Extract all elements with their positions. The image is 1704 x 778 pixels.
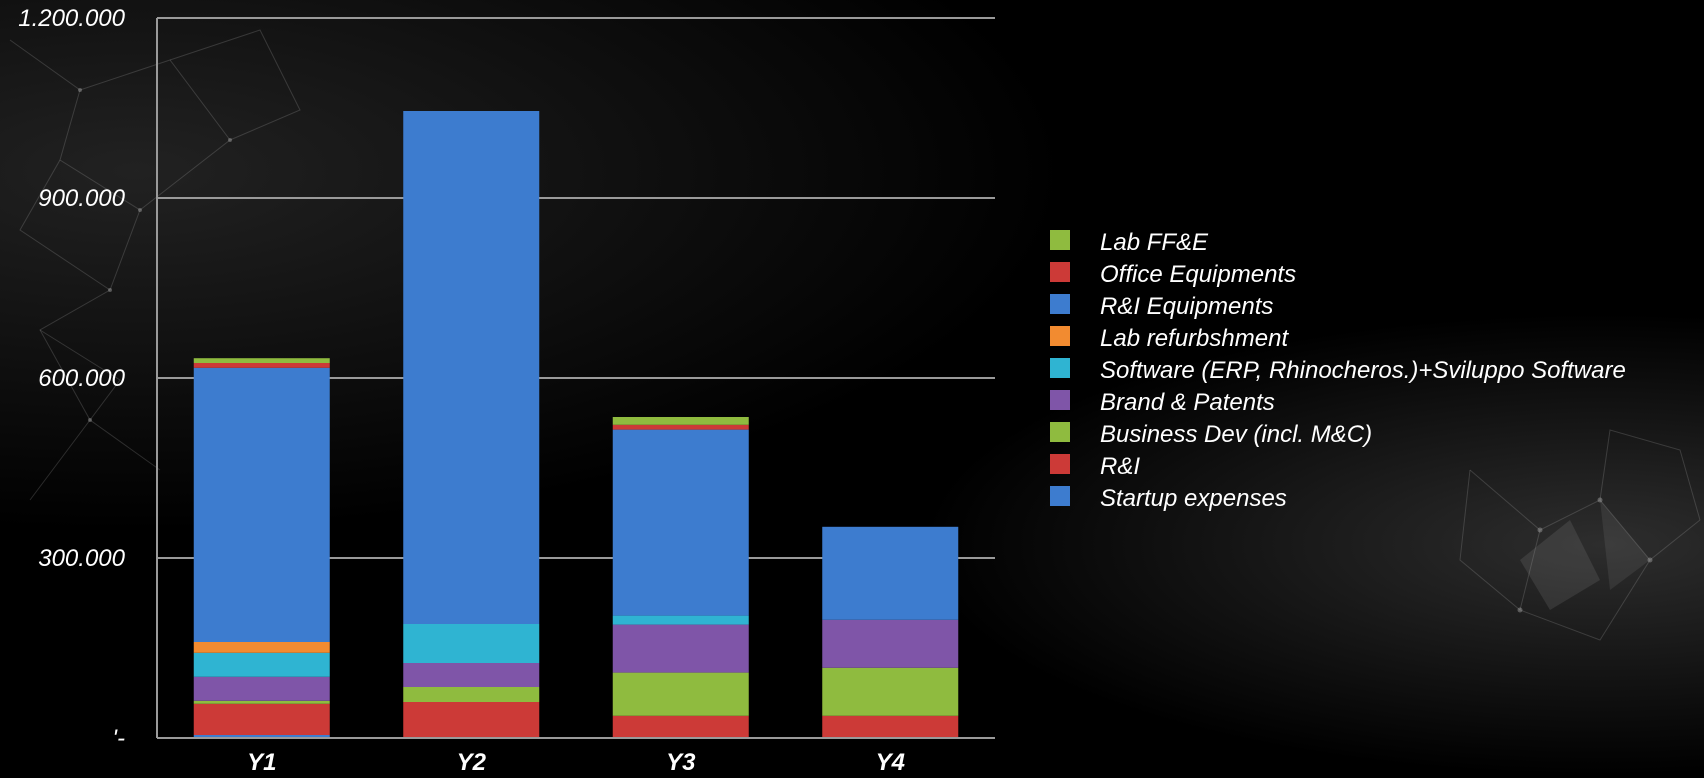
legend-label: Lab refurbshment (1100, 325, 1289, 352)
bar-stack-y4 (822, 526, 959, 738)
legend-item: Lab refurbshment (1050, 325, 1289, 352)
legend-label: Business Dev (incl. M&C) (1100, 421, 1372, 448)
bar-segment-y2-2 (403, 687, 540, 702)
legend-label: Brand & Patents (1100, 389, 1275, 416)
legend-item: R&I Equipments (1050, 293, 1273, 320)
bar-segment-y3-3 (612, 624, 749, 673)
legend-swatch (1050, 230, 1070, 250)
bar-segment-y1-7 (193, 363, 330, 368)
axes (156, 18, 995, 739)
legend-label: R&I (1100, 453, 1140, 480)
y-tick-label: 1.200.000 (18, 5, 125, 32)
bar-segment-y1-2 (193, 700, 330, 704)
y-axis-tick-labels: '- 300.000 600.000 900.000 1.200.000 (18, 5, 125, 752)
y-tick-label: 900.000 (38, 185, 125, 212)
bar-segment-y2-6 (403, 111, 540, 624)
bar-segment-y1-0 (193, 735, 330, 738)
legend-item: Brand & Patents (1050, 389, 1275, 416)
bar-segment-y3-6 (612, 429, 749, 616)
legend-swatch (1050, 262, 1070, 282)
legend-label: Startup expenses (1100, 485, 1287, 512)
legend-swatch (1050, 486, 1070, 506)
bar-stack-y1 (193, 358, 330, 738)
legend-item: Software (ERP, Rhinocheros.)+Sviluppo So… (1050, 357, 1626, 384)
legend-swatch (1050, 294, 1070, 314)
bars (193, 111, 959, 738)
legend-label: Lab FF&E (1100, 229, 1209, 256)
legend-item: Lab FF&E (1050, 229, 1209, 256)
bar-segment-y1-4 (193, 652, 330, 677)
x-category-label: Y1 (247, 749, 276, 776)
bar-segment-y1-3 (193, 676, 330, 701)
bar-segment-y4-6 (822, 526, 959, 620)
bar-segment-y3-8 (612, 417, 749, 425)
y-tick-label: '- (112, 725, 125, 752)
bar-segment-y1-8 (193, 358, 330, 363)
bar-stack-y2 (403, 111, 540, 738)
bar-segment-y2-3 (403, 663, 540, 687)
bar-segment-y2-1 (403, 702, 540, 738)
bar-segment-y3-2 (612, 672, 749, 716)
bar-segment-y2-4 (403, 624, 540, 663)
legend-item: Office Equipments (1050, 261, 1296, 288)
x-category-label: Y4 (876, 749, 905, 776)
legend-item: Startup expenses (1050, 485, 1287, 512)
bar-segment-y1-5 (193, 642, 330, 653)
legend-item: Business Dev (incl. M&C) (1050, 421, 1372, 448)
bar-stack-y3 (612, 417, 749, 738)
x-category-label: Y2 (457, 749, 487, 776)
bar-segment-y3-1 (612, 715, 749, 738)
legend-label: Office Equipments (1100, 261, 1296, 288)
legend-item: R&I (1050, 453, 1140, 480)
y-tick-label: 600.000 (38, 365, 125, 392)
legend-swatch (1050, 390, 1070, 410)
legend-swatch (1050, 358, 1070, 378)
bar-segment-y1-1 (193, 703, 330, 735)
legend: Lab FF&E Office Equipments R&I Equipments L… (1050, 229, 1626, 512)
x-axis-category-labels: Y1 Y2 Y3 Y4 (247, 749, 905, 776)
legend-swatch (1050, 326, 1070, 346)
bar-segment-y3-7 (612, 424, 749, 430)
legend-label: R&I Equipments (1100, 293, 1273, 320)
bar-segment-y4-2 (822, 667, 959, 716)
legend-swatch (1050, 422, 1070, 442)
bar-segment-y1-6 (193, 367, 330, 642)
bar-segment-y4-1 (822, 715, 959, 738)
x-category-label: Y3 (666, 749, 696, 776)
y-tick-label: 300.000 (38, 545, 125, 572)
bar-segment-y4-3 (822, 619, 959, 668)
legend-swatch (1050, 454, 1070, 474)
bar-segment-y3-4 (612, 615, 749, 625)
legend-label: Software (ERP, Rhinocheros.)+Sviluppo So… (1100, 357, 1626, 384)
